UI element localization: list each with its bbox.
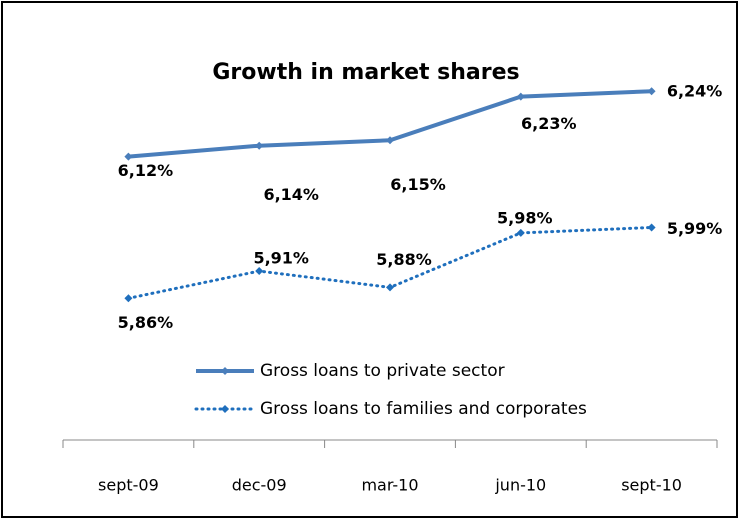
data-label: 5,91% [253,249,309,268]
data-label: 6,12% [118,161,174,180]
data-label: 5,99% [667,219,723,238]
point-marker [255,267,264,276]
data-label: 5,98% [497,208,553,227]
point-marker [386,283,394,292]
x-tick-label: sept-09 [98,476,159,495]
data-label: 6,24% [667,82,723,101]
point-marker [124,152,133,161]
point-marker [647,223,656,232]
data-label: 6,15% [390,175,446,194]
data-label: 5,86% [118,313,174,332]
x-tick-label: sept-10 [621,476,682,495]
x-tick-label: dec-09 [232,476,287,495]
legend-label: Gross loans to families and corporates [260,399,587,419]
data-label: 5,88% [376,250,432,269]
point-marker [516,228,525,237]
legend-marker [221,367,229,375]
legend-marker [221,405,229,413]
data-label: 6,23% [521,114,577,133]
x-tick-label: jun-10 [494,476,546,495]
x-tick-label: mar-10 [361,476,418,495]
legend-label: Gross loans to private sector [260,361,505,381]
point-marker [516,92,525,101]
point-marker [255,141,264,150]
chart-title: Growth in market shares [212,60,519,85]
point-marker [647,87,656,96]
data-label: 6,14% [263,185,319,204]
point-marker [124,294,133,303]
point-marker [386,136,394,145]
